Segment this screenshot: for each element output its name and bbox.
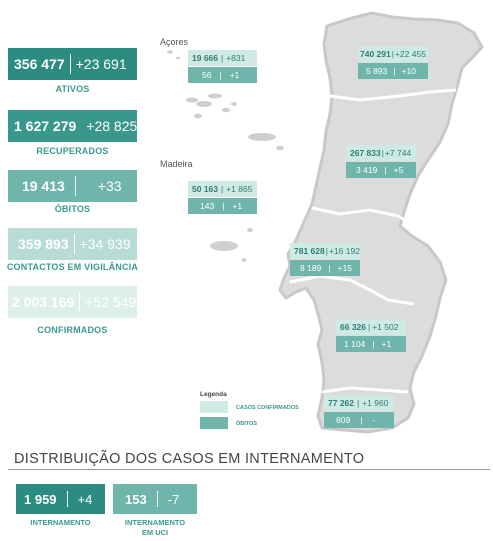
separator — [79, 292, 81, 312]
madeira-deaths-change: +1 — [232, 201, 243, 211]
alentejo-deaths-change: +1 — [381, 339, 392, 349]
acores-islands — [167, 50, 284, 151]
mainland-shape — [278, 11, 484, 434]
stat-confirmados-value: 2 003 169 — [12, 294, 75, 310]
algarve-deaths-value: 609 — [336, 415, 351, 425]
stat-recuperados-label: RECUPERADOS — [36, 146, 109, 156]
lvt-deaths-value: 8 189 — [300, 263, 322, 273]
legend-deaths-swatch — [200, 417, 228, 429]
madeira-cases-value: 50 163 — [192, 184, 218, 194]
alentejo-cases-value: 66 326 — [340, 322, 366, 332]
stat-obitos: 19 413 +33 — [8, 170, 137, 202]
acores-deaths-value: 56 — [202, 70, 212, 80]
madeira-deaths: 143 | +1 — [188, 198, 257, 214]
acores-cases-change: +831 — [226, 53, 246, 63]
acores-deaths-change: +1 — [229, 70, 240, 80]
stat-contactos-label: CONTACTOS EM VIGILÂNCIA — [6, 262, 139, 272]
legend-cases-swatch — [200, 401, 228, 413]
legend-cases-label: CASOS CONFIRMADOS — [236, 405, 299, 411]
madeira-label: Madeira — [160, 159, 193, 169]
hospital-section-title: DISTRIBUIÇÃO DOS CASOS EM INTERNAMENTO — [14, 451, 365, 467]
internamento-box: 1 959 +4 — [16, 484, 105, 514]
madeira-cases-change: +1 865 — [226, 184, 253, 194]
stat-ativos-value: 356 477 — [14, 56, 65, 72]
acores-cases: 19 666 | +831 — [188, 50, 257, 66]
stat-recuperados-value: 1 627 279 — [14, 118, 77, 134]
norte-cases-value: 740 291 — [360, 49, 391, 59]
stat-ativos-change: +23 691 — [75, 56, 127, 72]
centro-cases-value: 267 833 — [350, 148, 381, 158]
algarve-cases: 77 262 | +1 960 — [324, 395, 394, 411]
norte-deaths-change: +10 — [401, 66, 416, 76]
uci-change: -7 — [167, 491, 180, 507]
lvt-cases-change: +16 192 — [328, 246, 360, 256]
stat-confirmados-change: +52 549 — [85, 294, 137, 310]
stat-confirmados-label: CONFIRMADOS — [37, 325, 108, 335]
stat-recuperados: 1 627 279 +28 825 — [8, 110, 137, 142]
centro-deaths-value: 3 419 — [356, 165, 378, 175]
stat-contactos-value: 359 893 — [18, 236, 69, 252]
lvt-deaths: 8 189 | +15 — [290, 260, 360, 276]
lvt-cases: 781 628 | +16 192 — [290, 243, 360, 259]
stat-obitos-change: +33 — [97, 178, 122, 194]
uci-value: 153 — [125, 491, 147, 507]
internamento-label: INTERNAMENTO — [30, 518, 91, 527]
separator — [156, 491, 158, 507]
stat-obitos-label: ÓBITOS — [54, 204, 91, 214]
alentejo-deaths: 1 104 | +1 — [336, 336, 406, 352]
stat-confirmados: 2 003 169 +52 549 — [8, 286, 137, 318]
legend-title: Legenda — [200, 391, 227, 398]
internamento-value: 1 959 — [24, 491, 57, 507]
acores-deaths: 56 | +1 — [188, 67, 257, 83]
alentejo-cases-change: +1 502 — [372, 322, 399, 332]
centro-cases-change: +7 744 — [384, 148, 412, 158]
separator — [66, 491, 68, 507]
uci-box: 153 -7 — [113, 484, 197, 514]
norte-deaths: 5 893 | +10 — [358, 63, 428, 79]
stat-contactos-change: +34 939 — [79, 236, 131, 252]
legend-deaths-label: ÓBITOS — [236, 421, 257, 427]
centro-cases: 267 833 | +7 744 — [346, 145, 416, 161]
acores-cases-value: 19 666 — [192, 53, 218, 63]
stat-ativos-label: ATIVOS — [55, 84, 90, 94]
stat-ativos: 356 477 +23 691 — [8, 48, 137, 80]
alentejo-deaths-value: 1 104 — [344, 339, 366, 349]
alentejo-cases: 66 326 | +1 502 — [336, 319, 406, 335]
separator — [69, 54, 71, 74]
stat-contactos: 359 893 +34 939 — [8, 228, 137, 260]
algarve-deaths: 609 | - — [324, 412, 394, 428]
section-divider — [8, 469, 490, 470]
lvt-cases-value: 781 628 — [294, 246, 325, 256]
uci-label-line2: EM UCI — [141, 528, 169, 537]
algarve-deaths-change: - — [372, 415, 376, 425]
stat-obitos-value: 19 413 — [22, 178, 65, 194]
algarve-cases-change: +1 960 — [362, 398, 389, 408]
lvt-deaths-change: +15 — [337, 263, 352, 273]
centro-deaths-change: +5 — [393, 165, 404, 175]
uci-label-line1: INTERNAMENTO — [124, 518, 186, 527]
norte-cases: 740 291 | +22 455 — [358, 46, 428, 62]
norte-cases-change: +22 455 — [394, 49, 426, 59]
centro-deaths: 3 419 | +5 — [346, 162, 416, 178]
separator — [74, 176, 76, 196]
algarve-cases-value: 77 262 — [328, 398, 354, 408]
madeira-deaths-value: 143 — [200, 201, 215, 211]
norte-deaths-value: 5 893 — [366, 66, 388, 76]
stat-recuperados-change: +28 825 — [86, 118, 138, 134]
madeira-cases: 50 163 | +1 865 — [188, 181, 257, 197]
madeira-islands — [210, 228, 253, 262]
acores-label: Açores — [160, 37, 189, 47]
internamento-change: +4 — [77, 491, 93, 507]
separator — [73, 234, 75, 254]
